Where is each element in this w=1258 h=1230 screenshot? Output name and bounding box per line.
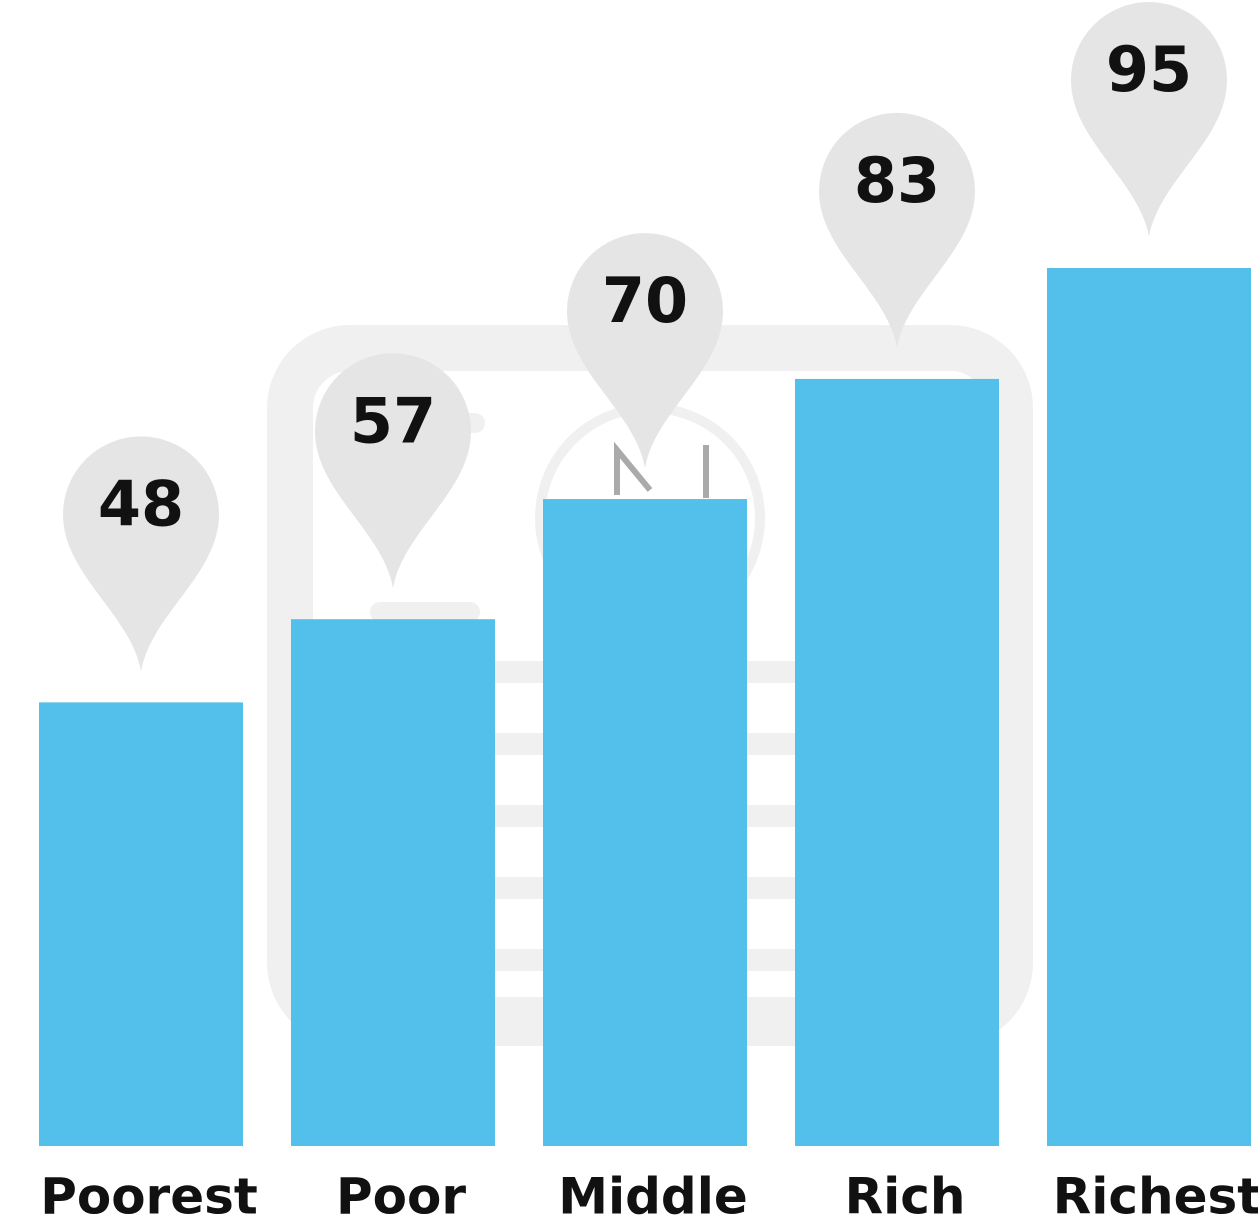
bar bbox=[39, 702, 243, 1146]
value-pin bbox=[567, 233, 723, 469]
bar bbox=[1047, 268, 1251, 1147]
value-pin bbox=[63, 436, 219, 672]
x-tick-label: Poor bbox=[336, 1168, 466, 1226]
value-label: 83 bbox=[854, 144, 940, 217]
bar bbox=[795, 378, 999, 1147]
x-tick-label: Rich bbox=[845, 1168, 966, 1226]
value-pin bbox=[1071, 2, 1227, 238]
value-label: 57 bbox=[350, 384, 436, 457]
x-tick-label: Middle bbox=[558, 1168, 748, 1226]
x-tick-label: Poorest bbox=[40, 1168, 258, 1226]
bar bbox=[291, 619, 495, 1146]
value-label: 48 bbox=[98, 467, 184, 540]
value-pin bbox=[315, 353, 471, 589]
value-label: 70 bbox=[602, 264, 688, 337]
bar bbox=[543, 499, 747, 1146]
value-label: 95 bbox=[1106, 33, 1192, 106]
x-tick-label: Richest bbox=[1053, 1168, 1258, 1226]
value-pin bbox=[819, 112, 975, 348]
